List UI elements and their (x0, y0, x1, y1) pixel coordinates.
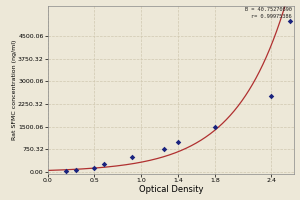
Y-axis label: Rat SFMC concentration (ng/ml): Rat SFMC concentration (ng/ml) (12, 39, 16, 140)
Point (92, 167, 97, 170)
Point (269, 95, 274, 98)
Text: B = 40.75270890
r= 0.99975386: B = 40.75270890 r= 0.99975386 (245, 7, 292, 19)
Point (101, 163, 106, 166)
Point (74, 168, 78, 172)
Point (129, 155, 134, 158)
Point (287, 19, 292, 22)
Point (213, 125, 218, 128)
Point (64, 169, 69, 173)
X-axis label: Optical Density: Optical Density (139, 185, 203, 194)
Point (176, 140, 181, 143)
Point (162, 148, 167, 151)
